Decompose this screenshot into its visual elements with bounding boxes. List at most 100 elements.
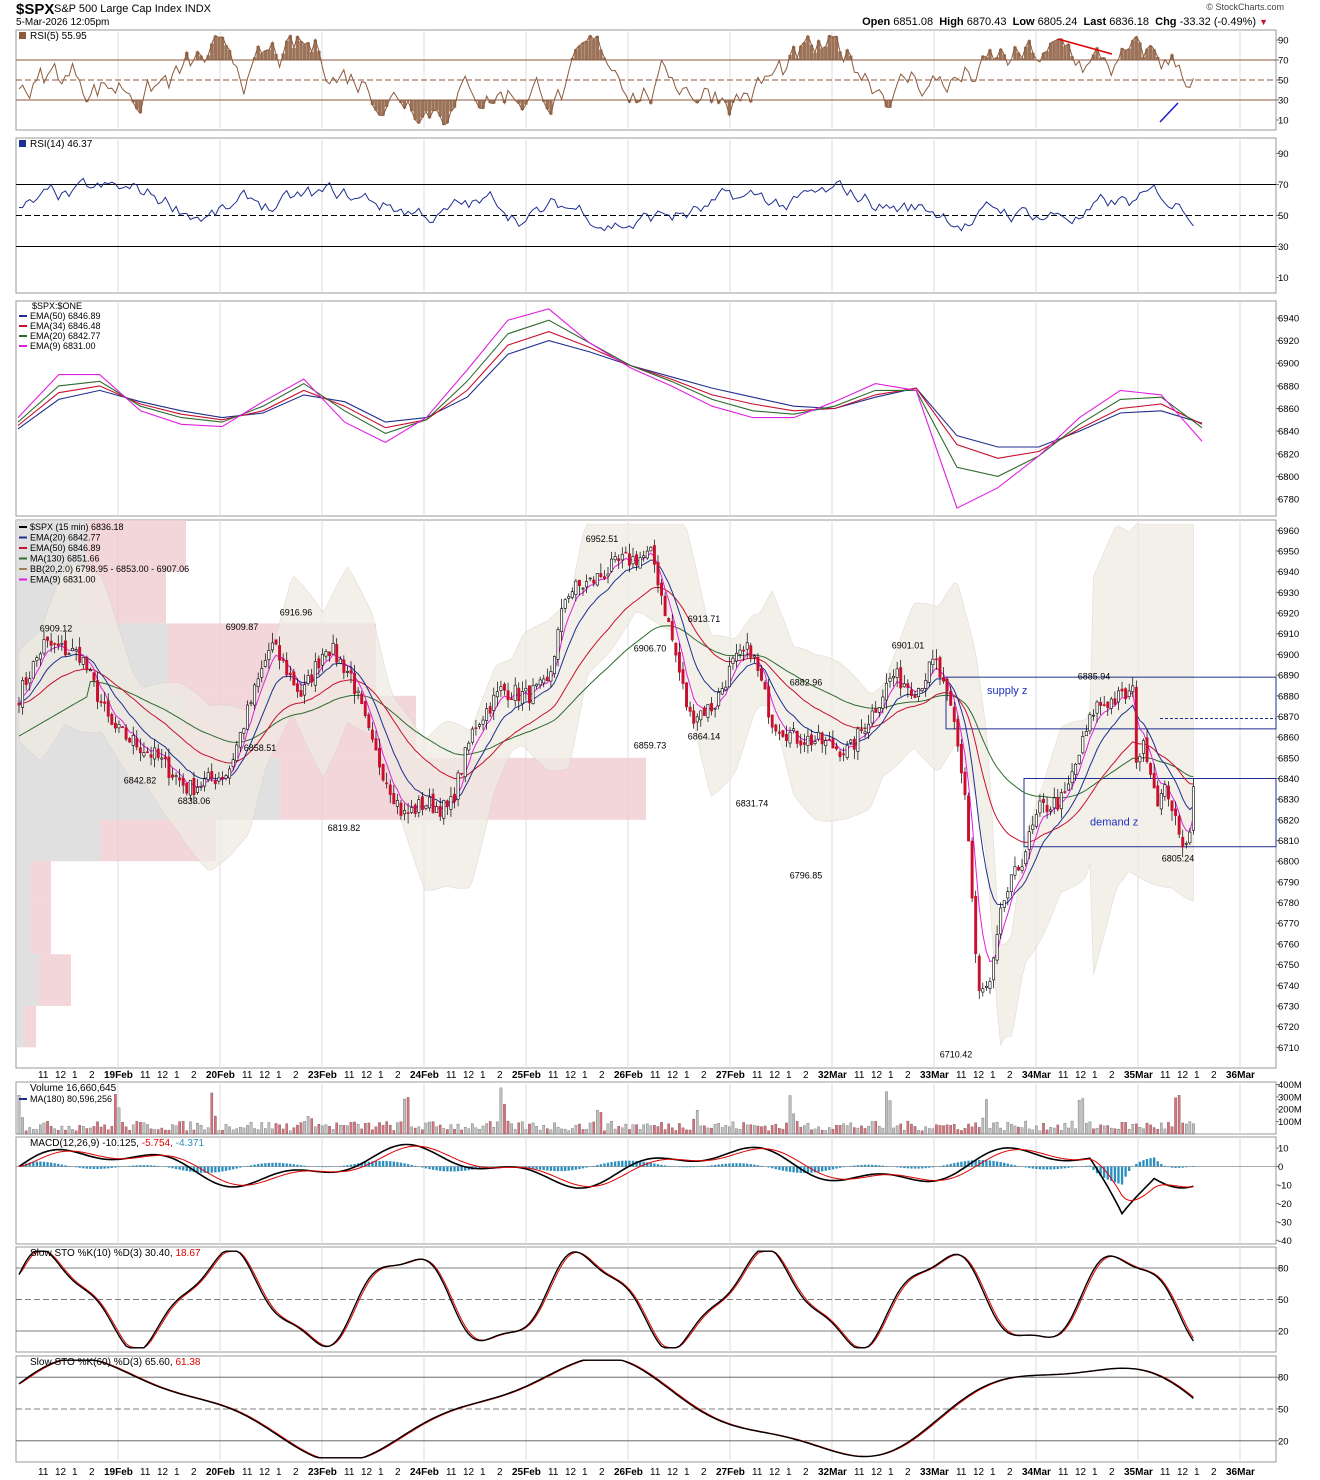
volume-bar xyxy=(1024,1120,1027,1135)
candle-body xyxy=(167,756,171,779)
candle-body xyxy=(870,710,874,724)
candle-body xyxy=(242,728,246,734)
open-label: Open xyxy=(862,16,891,28)
macd-histogram-bar xyxy=(1017,1166,1020,1167)
sto60-y-tick-label: 20 xyxy=(1278,1436,1289,1447)
candle-body xyxy=(46,636,50,641)
price-y-tick-label: 6920 xyxy=(1278,609,1299,620)
volume-bar xyxy=(199,1125,203,1135)
volume-bar xyxy=(860,1125,863,1135)
macd-histogram-bar xyxy=(371,1161,374,1167)
candle-body xyxy=(752,655,756,658)
candle-body xyxy=(1095,701,1099,714)
volume-y-tick-label: 200M xyxy=(1278,1105,1302,1116)
candle-body xyxy=(217,777,221,782)
volume-bar xyxy=(388,1124,392,1135)
volume-bar xyxy=(870,1121,874,1135)
volume-bar xyxy=(146,1124,149,1135)
x-day-label: 32Mar xyxy=(818,1467,847,1478)
volume-bar xyxy=(167,1129,171,1135)
candle-body xyxy=(652,545,656,565)
volume-bar xyxy=(235,1128,239,1135)
macd-histogram-bar xyxy=(949,1163,952,1167)
price-y-tick-label: 6820 xyxy=(1278,815,1299,826)
macd-histogram-bar xyxy=(1174,1166,1177,1168)
volume-bar xyxy=(649,1125,653,1135)
x-hour-label: 1 xyxy=(582,1467,588,1478)
candle-body xyxy=(785,733,788,741)
volume-bar xyxy=(817,1126,820,1135)
macd-histogram-bar xyxy=(1103,1166,1106,1178)
volume-bar xyxy=(203,1129,206,1135)
x-day-label: 33Mar xyxy=(920,1070,949,1081)
macd-histogram-bar xyxy=(663,1165,667,1167)
price-y-tick-label: 6740 xyxy=(1278,981,1299,992)
candle-body xyxy=(824,740,828,747)
macd-histogram-bar xyxy=(1092,1166,1095,1170)
volume-bar xyxy=(474,1127,478,1135)
macd-histogram-bar xyxy=(35,1161,39,1167)
x-hour-label: 11 xyxy=(854,1467,865,1478)
price-y-tick-label: 6950 xyxy=(1278,547,1299,558)
volume-bar xyxy=(267,1122,271,1135)
macd-histogram-bar xyxy=(346,1165,349,1167)
volume-bar xyxy=(121,1121,124,1135)
macd-histogram-bar xyxy=(1138,1161,1142,1167)
x-hour-label: 2 xyxy=(701,1070,707,1081)
volume-bar xyxy=(556,1126,560,1135)
macd-histogram-bar xyxy=(817,1166,820,1172)
macd-histogram-bar xyxy=(153,1165,156,1167)
volume-bar xyxy=(221,1129,224,1135)
candle-body xyxy=(503,683,506,691)
volume-bar xyxy=(642,1124,646,1135)
volume-bar xyxy=(510,1123,513,1135)
candle-body xyxy=(1170,800,1174,812)
volume-bar xyxy=(831,1128,835,1135)
candle-body xyxy=(478,724,481,727)
volume-bar xyxy=(435,1126,438,1135)
x-hour-label: 12 xyxy=(157,1467,169,1478)
volume-bar xyxy=(778,1128,781,1135)
ema-y-tick-label: 6920 xyxy=(1278,336,1299,347)
volume-bar xyxy=(560,1128,563,1135)
volume-bar xyxy=(139,1122,142,1135)
macd-histogram-bar xyxy=(585,1166,588,1168)
volume-bar xyxy=(967,1123,970,1135)
volume-bar xyxy=(142,1122,146,1135)
x-day-label: 25Feb xyxy=(512,1467,541,1478)
candle-body xyxy=(160,757,164,760)
volume-bar xyxy=(103,1124,106,1135)
macd-histogram-bar xyxy=(303,1165,306,1167)
macd-histogram-bar xyxy=(810,1166,813,1173)
candle-body xyxy=(395,800,399,807)
x-hour-label: 1 xyxy=(684,1070,690,1081)
symbol-name: S&P 500 Large Cap Index INDX xyxy=(54,3,211,15)
volume-bar xyxy=(603,1130,606,1135)
volume-bar xyxy=(1063,1123,1067,1135)
volume-bar xyxy=(164,1129,167,1135)
volume-bar xyxy=(999,1127,1002,1135)
candle-body xyxy=(113,722,117,729)
macd-histogram-bar xyxy=(1113,1166,1117,1183)
macd-histogram-bar xyxy=(1163,1165,1167,1167)
x-hour-label: 1 xyxy=(378,1070,384,1081)
macd-histogram-bar xyxy=(681,1166,685,1168)
candle-body xyxy=(235,744,239,761)
candle-body xyxy=(1017,866,1020,871)
candle-body xyxy=(295,683,299,692)
macd-histogram-bar xyxy=(688,1166,692,1168)
macd-histogram-bar xyxy=(167,1166,171,1168)
candle-body xyxy=(538,679,542,686)
candle-body xyxy=(128,737,132,743)
x-hour-label: 11 xyxy=(38,1070,49,1081)
rsi14-line xyxy=(18,177,1194,232)
candle-body xyxy=(213,779,217,785)
macd-histogram-bar xyxy=(132,1165,135,1167)
volume-by-price-bar-up xyxy=(16,954,40,1006)
volume-bar xyxy=(867,1126,870,1135)
macd-histogram-bar xyxy=(1110,1166,1113,1182)
macd-histogram-bar xyxy=(1063,1166,1067,1169)
candle-body xyxy=(845,744,849,758)
ema-series-line xyxy=(17,331,1203,459)
candle-body xyxy=(517,687,521,702)
